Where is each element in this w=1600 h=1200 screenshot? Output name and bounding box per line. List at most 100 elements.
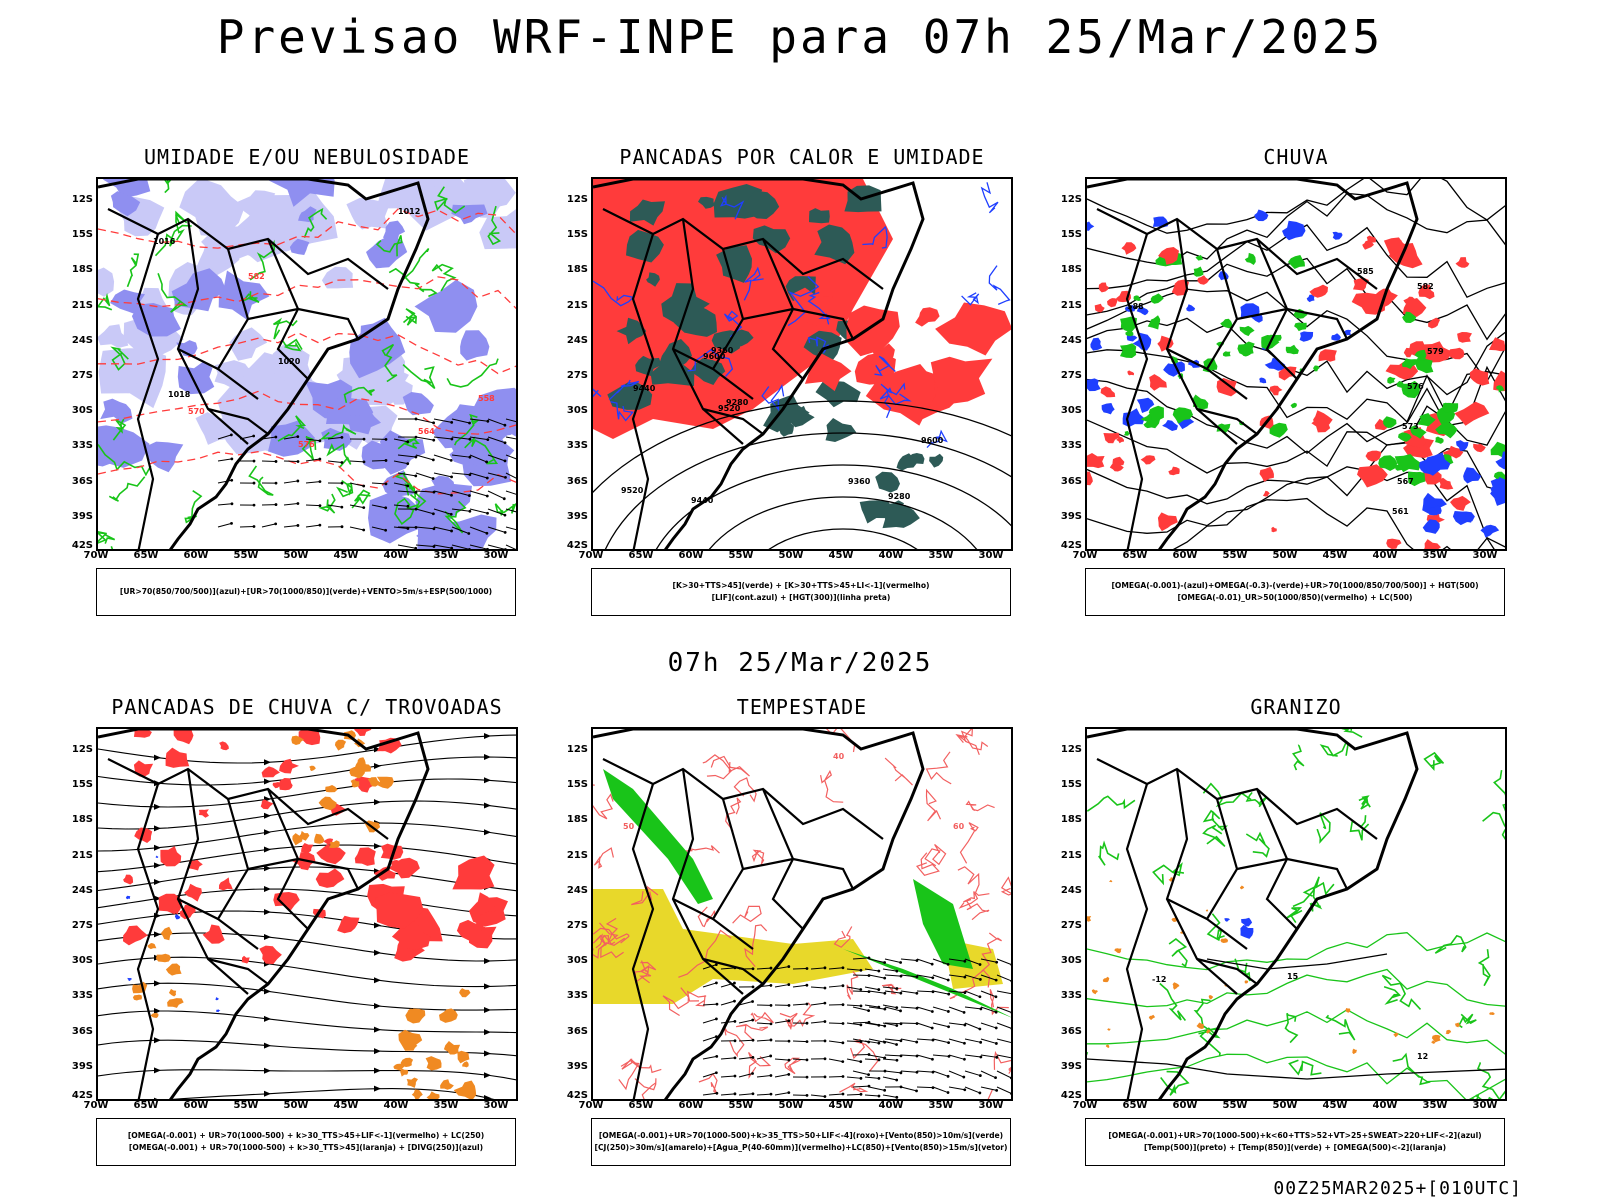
wind-vector [274,503,278,506]
jet-area [873,1029,1011,1049]
wind-vector [431,458,435,462]
wind850-vector [864,1094,879,1097]
wind850-vector [751,1000,754,1003]
thunder-area [376,737,402,754]
longitude-tick-label: 45W [828,1100,854,1111]
lifted-index-contour [687,348,734,377]
wind-vector [415,418,434,424]
latitude-tick-label: 42S [566,540,588,551]
longitude-tick-label: 30W [1472,1100,1498,1111]
contour-label: 12 [1417,1052,1428,1061]
temp850-contour [1477,949,1491,987]
lifted-index-contour [610,401,634,422]
omega500-area [1114,948,1122,954]
lc250-streamline [264,908,271,915]
latitude-tick-label: 33S [566,440,588,452]
latitude-tick-label: 24S [566,334,588,346]
wind850-vector [756,984,771,988]
wind850-vector [948,958,965,962]
thunder-weak-area [405,1008,426,1024]
latitude-tick-label: 15S [71,779,93,791]
coastline [1087,729,1419,1099]
political-border [711,248,754,400]
omega-strong-area [1123,431,1130,436]
latitude-tick-label: 39S [566,1060,588,1072]
omega-strong-area [1401,380,1420,399]
political-border [107,208,389,290]
wind850-vector [916,958,933,965]
thunder-area [261,766,280,778]
wind850-vector [980,1006,997,1013]
longitude-tick-label: 50W [283,550,309,561]
lc250-streamline [374,949,381,956]
humidity-green-contour [175,210,188,241]
wind-vector [327,436,342,440]
omega-strong-area [1150,293,1164,304]
rain-area [1116,436,1124,444]
wind-vector [318,504,322,508]
latitude-tick-label: 30S [71,405,93,417]
humidity-high-area [110,191,141,217]
wind850-vector [733,1074,737,1078]
wind850-vector [805,1094,809,1097]
wind850-vector [995,1088,999,1092]
wind850-vector [774,984,789,988]
wind-vector [230,478,234,482]
wind-vector [433,454,452,461]
weather-map: 588 585 582 579 576 573 567 561 [1085,177,1507,551]
humidity-high-area [298,206,317,223]
contour-label: 576 [298,440,315,449]
wind850-vector [852,1021,870,1024]
wind-vector [449,512,453,516]
thunder-weak-area [132,981,148,994]
wind850-vector [915,991,919,995]
wind850-vector [1011,1057,1013,1060]
wind-vector [318,523,322,527]
wind-vector [349,460,365,463]
lifted-index-contour [980,182,999,214]
latitude-tick-label: 42S [71,1090,93,1101]
wind850-vector [900,1022,918,1025]
wind850-vector [916,990,934,993]
wind850-vector [787,983,791,986]
wind-vector [415,526,434,530]
wind-vector [415,508,434,515]
latitude-tick-label: 18S [71,814,93,826]
humidity-green-contour [402,364,436,390]
divergence-area [215,997,219,1001]
wind850-vector [916,1086,934,1089]
temp850-contour [1087,932,1505,971]
wind850-vector [932,1054,949,1057]
precipitable-water-contour [593,784,595,786]
humidity-green-contour [277,415,307,442]
latitude-tick-label: 33S [1060,440,1082,452]
wind850-vector [1010,1027,1011,1030]
latitude-tick-label: 12S [71,744,93,755]
omega-strong-area [1490,441,1505,459]
wind850-vector [756,1093,772,1096]
divergence-area [174,914,181,920]
thunder-weak-area [404,1040,418,1050]
thunder-weak-area [160,926,173,941]
wind850-vector [823,1020,827,1023]
humidity-green-contour [343,386,375,403]
lc250-streamline [264,1067,271,1074]
thunder-area [259,945,282,965]
temp850-contour [1152,862,1185,886]
instability-area [646,272,660,287]
wind850-vector [932,990,949,995]
wind850-vector [948,1022,965,1026]
wind850-vector [792,967,808,970]
wind-vector [433,418,452,423]
political-border [602,208,884,290]
wind850-vector [996,1086,1011,1094]
lc250-streamline [484,957,491,964]
temp850-contour [1381,974,1422,1010]
latitude-tick-label: 33S [71,440,93,452]
thickness-contour [98,276,516,310]
thunder-area [373,866,396,881]
humidity-high-area [416,516,455,549]
longitude-tick-label: 45W [333,1100,359,1111]
rain-area [1418,284,1435,300]
latitude-tick-label: 33S [566,990,588,1002]
